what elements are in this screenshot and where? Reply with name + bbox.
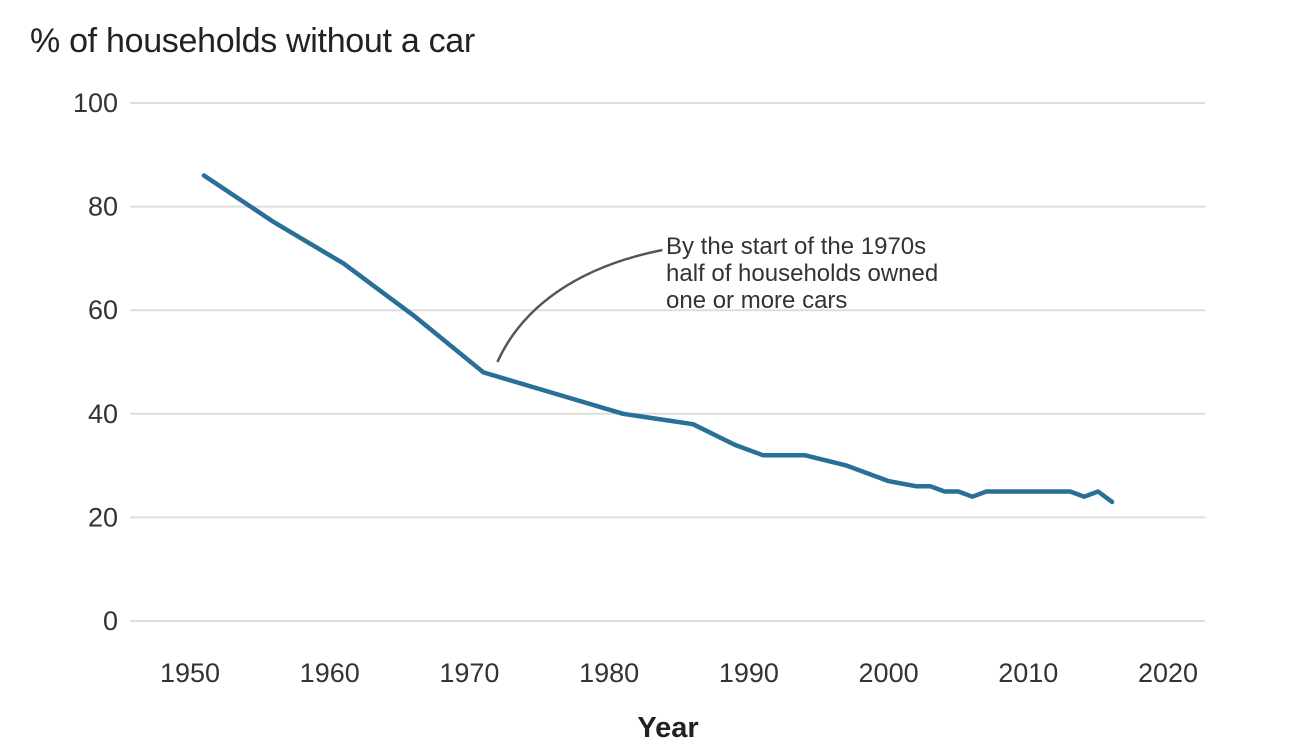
data-point-2005 — [956, 490, 960, 494]
data-point-2003 — [929, 484, 933, 488]
x-tick-label-1980: 1980 — [579, 658, 639, 688]
data-point-2008 — [998, 490, 1002, 494]
annotation-pointer — [496, 248, 663, 363]
series-line — [201, 173, 1115, 505]
annotation-text: By the start of the 1970s half of househo… — [666, 233, 938, 314]
data-point-1991 — [761, 453, 765, 457]
data-point-1966 — [412, 313, 416, 317]
x-tick-label-1990: 1990 — [719, 658, 779, 688]
data-point-1997 — [845, 464, 849, 468]
data-point-2010 — [1026, 490, 1030, 494]
data-point-1986 — [691, 422, 695, 426]
data-point-2015 — [1096, 490, 1100, 494]
data-point-1971 — [481, 370, 485, 374]
x-tick-label-1970: 1970 — [439, 658, 499, 688]
x-tick-label-1960: 1960 — [300, 658, 360, 688]
data-point-2012 — [1054, 490, 1058, 494]
chart-title: % of households without a car — [30, 22, 475, 60]
y-tick-label-0: 0 — [103, 606, 118, 636]
data-point-1981 — [621, 412, 625, 416]
y-tick-label-60: 60 — [88, 295, 118, 325]
data-point-2007 — [984, 490, 988, 494]
annotation-line-3: one or more cars — [666, 287, 847, 314]
y-tick-label-20: 20 — [88, 502, 118, 532]
annotation-line-1: By the start of the 1970s — [666, 233, 926, 260]
annotation: By the start of the 1970s half of househo… — [496, 233, 938, 363]
data-point-2000 — [887, 479, 891, 483]
y-axis-ticks: 0 20 40 60 80 100 — [73, 88, 118, 636]
data-point-2004 — [943, 490, 947, 494]
data-point-2011 — [1040, 490, 1044, 494]
data-point-1956 — [272, 220, 276, 224]
data-point-1976 — [551, 391, 555, 395]
x-axis-title: Year — [637, 712, 698, 744]
x-tick-label-2010: 2010 — [998, 658, 1058, 688]
data-point-1994 — [803, 453, 807, 457]
y-tick-label-40: 40 — [88, 399, 118, 429]
x-tick-label-2020: 2020 — [1138, 658, 1198, 688]
data-point-1951 — [202, 174, 206, 178]
data-point-2016 — [1110, 500, 1114, 504]
x-tick-label-1950: 1950 — [160, 658, 220, 688]
data-point-2009 — [1012, 490, 1016, 494]
data-point-1961 — [342, 262, 346, 266]
data-point-2014 — [1082, 495, 1086, 499]
data-point-1989 — [733, 443, 737, 447]
y-tick-label-100: 100 — [73, 88, 118, 118]
annotation-line-2: half of households owned — [666, 260, 938, 287]
gridlines — [130, 102, 1205, 622]
data-point-2002 — [915, 484, 919, 488]
x-tick-label-2000: 2000 — [859, 658, 919, 688]
y-tick-label-80: 80 — [88, 192, 118, 222]
data-point-2006 — [970, 495, 974, 499]
x-axis-ticks: 1950 1960 1970 1980 1990 2000 2010 2020 — [160, 658, 1198, 688]
data-point-2013 — [1068, 490, 1072, 494]
series-group — [201, 173, 1115, 505]
